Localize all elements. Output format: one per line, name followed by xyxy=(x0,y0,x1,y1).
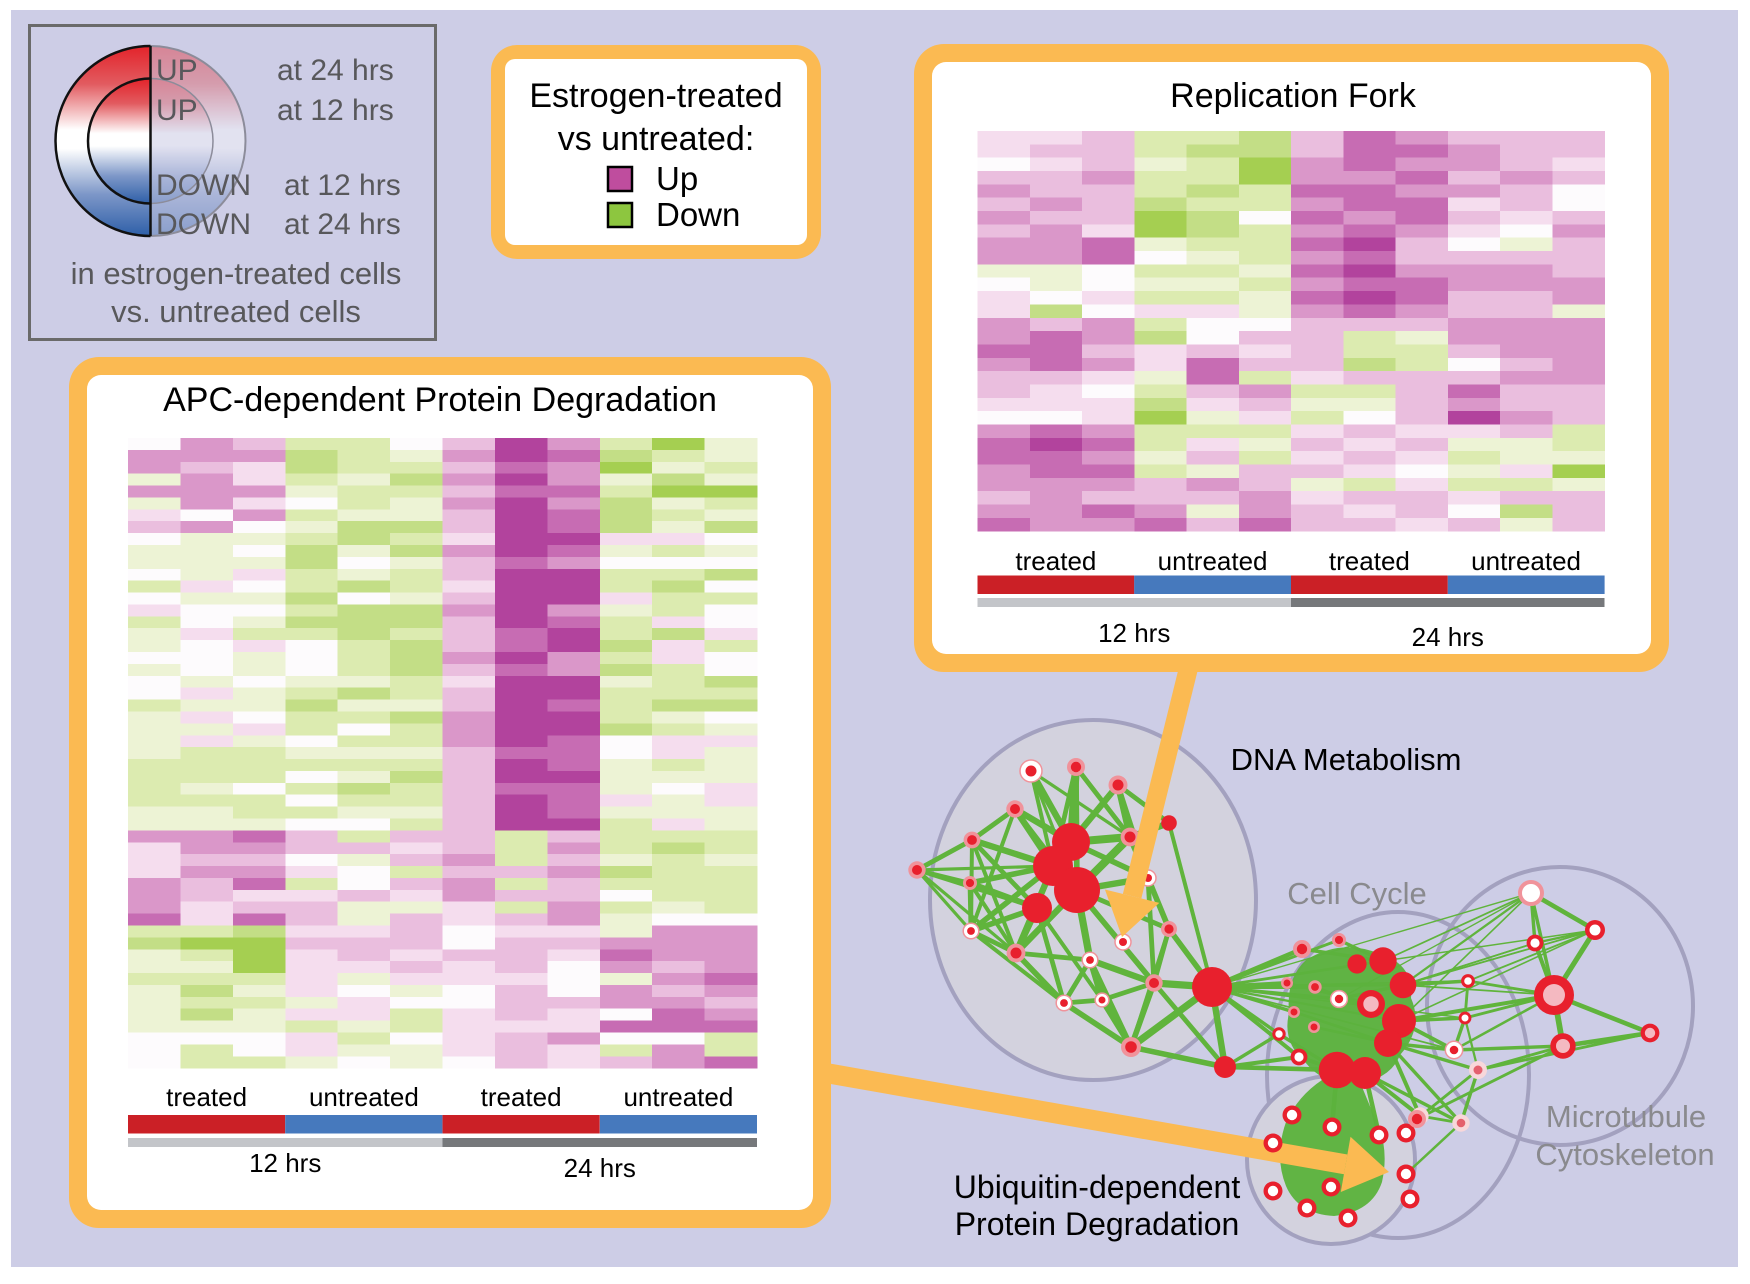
svg-text:UP: UP xyxy=(156,54,198,87)
svg-text:untreated: untreated xyxy=(1471,546,1581,576)
svg-text:at 12 hrs: at 12 hrs xyxy=(277,94,394,127)
svg-text:treated: treated xyxy=(481,1082,562,1112)
svg-text:untreated: untreated xyxy=(309,1082,419,1112)
svg-text:APC-dependent Protein Degradat: APC-dependent Protein Degradation xyxy=(163,381,717,419)
svg-text:at 24 hrs: at 24 hrs xyxy=(277,54,394,87)
svg-text:vs untreated:: vs untreated: xyxy=(558,120,755,158)
svg-text:DNA Metabolism: DNA Metabolism xyxy=(1231,742,1462,777)
svg-text:treated: treated xyxy=(166,1082,247,1112)
svg-text:Estrogen-treated: Estrogen-treated xyxy=(529,77,782,115)
svg-text:treated: treated xyxy=(1329,546,1410,576)
svg-text:treated: treated xyxy=(1015,546,1096,576)
svg-text:DOWN: DOWN xyxy=(156,169,251,202)
svg-text:Microtubule: Microtubule xyxy=(1546,1099,1706,1134)
svg-text:Protein Degradation: Protein Degradation xyxy=(955,1206,1240,1242)
svg-text:untreated: untreated xyxy=(1158,546,1268,576)
svg-text:vs. untreated cells: vs. untreated cells xyxy=(111,294,361,329)
svg-text:24 hrs: 24 hrs xyxy=(1412,622,1484,652)
svg-text:untreated: untreated xyxy=(623,1082,733,1112)
svg-text:at 24 hrs: at 24 hrs xyxy=(284,208,401,241)
svg-text:24 hrs: 24 hrs xyxy=(564,1153,636,1183)
svg-text:UP: UP xyxy=(156,94,198,127)
svg-text:Replication Fork: Replication Fork xyxy=(1170,77,1417,115)
svg-text:Cytoskeleton: Cytoskeleton xyxy=(1535,1137,1714,1172)
svg-text:in estrogen-treated cells: in estrogen-treated cells xyxy=(71,256,402,291)
svg-text:DOWN: DOWN xyxy=(156,208,251,241)
svg-text:at 12 hrs: at 12 hrs xyxy=(284,169,401,202)
svg-text:Up: Up xyxy=(656,160,698,197)
svg-text:12 hrs: 12 hrs xyxy=(1098,618,1170,648)
svg-text:Ubiquitin-dependent: Ubiquitin-dependent xyxy=(954,1169,1241,1205)
svg-text:Down: Down xyxy=(656,196,740,233)
svg-text:12 hrs: 12 hrs xyxy=(249,1148,321,1178)
svg-text:Cell Cycle: Cell Cycle xyxy=(1287,876,1427,911)
